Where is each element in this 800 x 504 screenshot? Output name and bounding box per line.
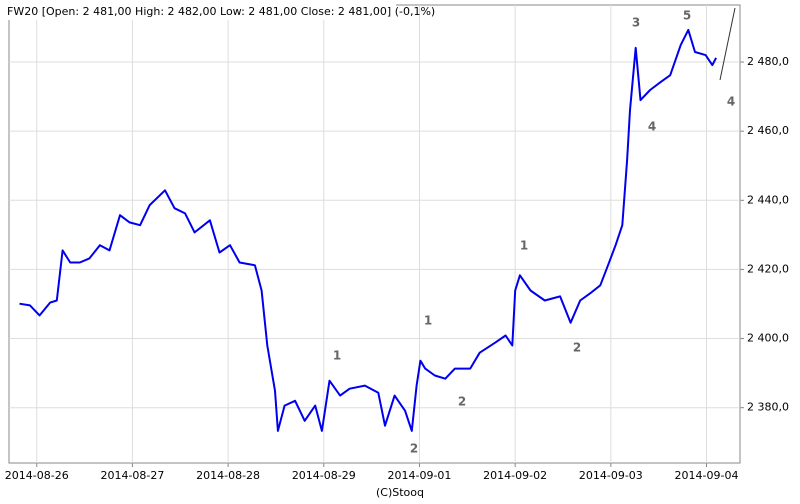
wave-label: 2 [410, 442, 418, 456]
footer: (C)Stooq [376, 486, 424, 499]
x-tick-label: 2014-09-01 [388, 469, 452, 482]
grid [9, 5, 740, 463]
x-tick-label: 2014-09-04 [675, 469, 739, 482]
wave-label: 2 [458, 395, 466, 409]
wave-label: 2 [573, 341, 581, 355]
y-tick-label: 2 440,0 [747, 193, 789, 206]
x-tick-label: 2014-08-29 [292, 469, 356, 482]
x-tick-label: 2014-08-27 [100, 469, 164, 482]
price-line [19, 28, 717, 432]
wave-label: 5 [683, 9, 691, 23]
wave-label: 4 [648, 120, 656, 134]
wave-label: 1 [520, 239, 528, 253]
y-tick-label: 2 380,0 [747, 401, 789, 414]
wave-label: 1 [333, 349, 341, 363]
x-tick-label: 2014-09-02 [483, 469, 547, 482]
y-tick-label: 2 400,0 [747, 332, 789, 345]
title-bg [4, 4, 396, 20]
x-tick-label: 2014-08-26 [5, 469, 69, 482]
chart-title: FW20 [Open: 2 481,00 High: 2 482,00 Low:… [7, 5, 435, 18]
x-tick-label: 2014-08-28 [196, 469, 260, 482]
wave-label: 1 [424, 314, 432, 328]
wave-label: 4 [727, 95, 735, 109]
x-tick-label: 2014-09-03 [579, 469, 643, 482]
wave-label: 3 [632, 16, 640, 30]
y-tick-label: 2 480,0 [747, 55, 789, 68]
trend-line [719, 7, 736, 81]
y-tick-label: 2 420,0 [747, 262, 789, 275]
y-tick-label: 2 460,0 [747, 124, 789, 137]
plot-area [8, 4, 741, 464]
